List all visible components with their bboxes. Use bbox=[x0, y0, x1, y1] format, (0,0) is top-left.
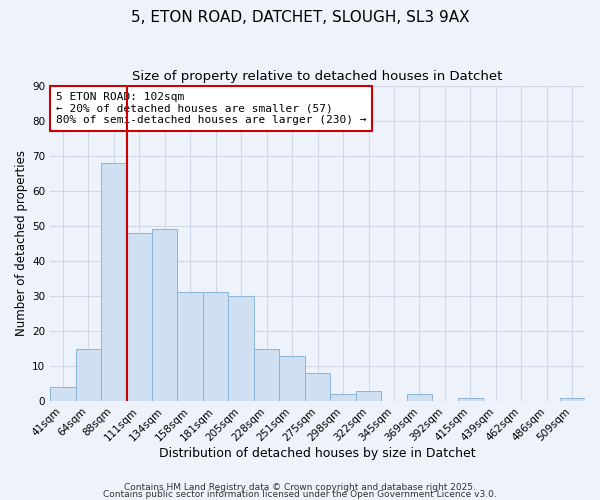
Bar bbox=[178, 292, 203, 401]
Bar bbox=[50, 387, 76, 401]
Bar bbox=[356, 390, 381, 401]
Bar bbox=[560, 398, 585, 401]
Bar bbox=[76, 348, 101, 401]
Bar bbox=[458, 398, 483, 401]
Bar bbox=[127, 233, 152, 401]
Bar bbox=[280, 356, 305, 401]
Bar bbox=[101, 162, 127, 401]
Text: 5 ETON ROAD: 102sqm
← 20% of detached houses are smaller (57)
80% of semi-detach: 5 ETON ROAD: 102sqm ← 20% of detached ho… bbox=[56, 92, 366, 125]
X-axis label: Distribution of detached houses by size in Datchet: Distribution of detached houses by size … bbox=[159, 447, 476, 460]
Bar bbox=[254, 348, 280, 401]
Text: Contains public sector information licensed under the Open Government Licence v3: Contains public sector information licen… bbox=[103, 490, 497, 499]
Text: 5, ETON ROAD, DATCHET, SLOUGH, SL3 9AX: 5, ETON ROAD, DATCHET, SLOUGH, SL3 9AX bbox=[131, 10, 469, 25]
Bar bbox=[407, 394, 432, 401]
Bar bbox=[331, 394, 356, 401]
Bar bbox=[203, 292, 229, 401]
Title: Size of property relative to detached houses in Datchet: Size of property relative to detached ho… bbox=[133, 70, 503, 83]
Bar bbox=[152, 230, 178, 401]
Bar bbox=[305, 373, 331, 401]
Bar bbox=[229, 296, 254, 401]
Y-axis label: Number of detached properties: Number of detached properties bbox=[15, 150, 28, 336]
Text: Contains HM Land Registry data © Crown copyright and database right 2025.: Contains HM Land Registry data © Crown c… bbox=[124, 484, 476, 492]
